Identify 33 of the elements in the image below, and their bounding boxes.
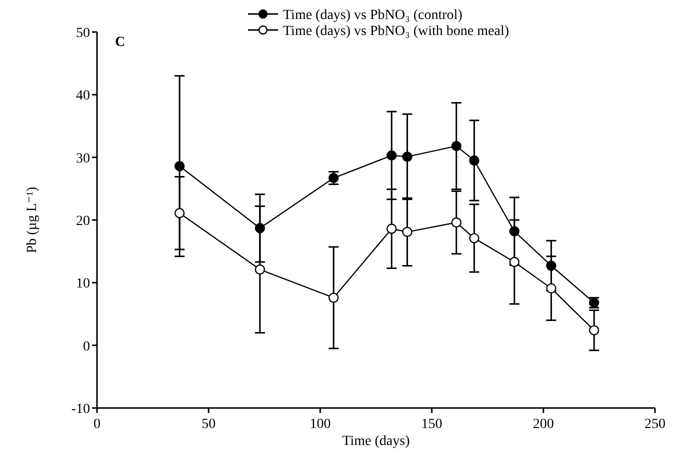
- x-tick-label: 0: [94, 417, 100, 432]
- point: [469, 155, 480, 166]
- y-tick-label: 10: [76, 276, 90, 292]
- y-tick-label: 0: [83, 339, 90, 354]
- point: [588, 325, 600, 336]
- x-tick-label: 250: [644, 417, 666, 432]
- point: [402, 226, 412, 237]
- point: [546, 283, 556, 294]
- x-tick-label: 150: [421, 417, 442, 432]
- point: [469, 233, 480, 244]
- y-tick-label: 20: [76, 214, 90, 229]
- point: [402, 152, 412, 162]
- y-tick-label: 40: [76, 88, 90, 104]
- point: [328, 292, 339, 303]
- point: [254, 264, 266, 275]
- point: [174, 208, 185, 218]
- point: [451, 217, 462, 228]
- point: [509, 256, 520, 268]
- x-axis-title: Time (days): [342, 434, 410, 449]
- x-tick-label: 100: [310, 417, 331, 432]
- x-tick-label: 50: [202, 417, 216, 432]
- y-tick-label: -10: [71, 402, 90, 417]
- legend-label: Time (days) vs PbNO₃ (with bone meal): [283, 24, 510, 39]
- annotation: C: [115, 35, 126, 50]
- point: [386, 224, 397, 234]
- point: [386, 150, 397, 161]
- point: [174, 161, 185, 172]
- legend-label: Time (days) vs PbNO₃ (control): [283, 8, 463, 23]
- x-tick-label: 200: [532, 417, 554, 432]
- y-tick-label: 50: [76, 26, 90, 41]
- point: [451, 140, 462, 152]
- y-axis-title: Pb (µg L⁻¹): [25, 186, 40, 254]
- y-tick-label: 30: [76, 151, 90, 166]
